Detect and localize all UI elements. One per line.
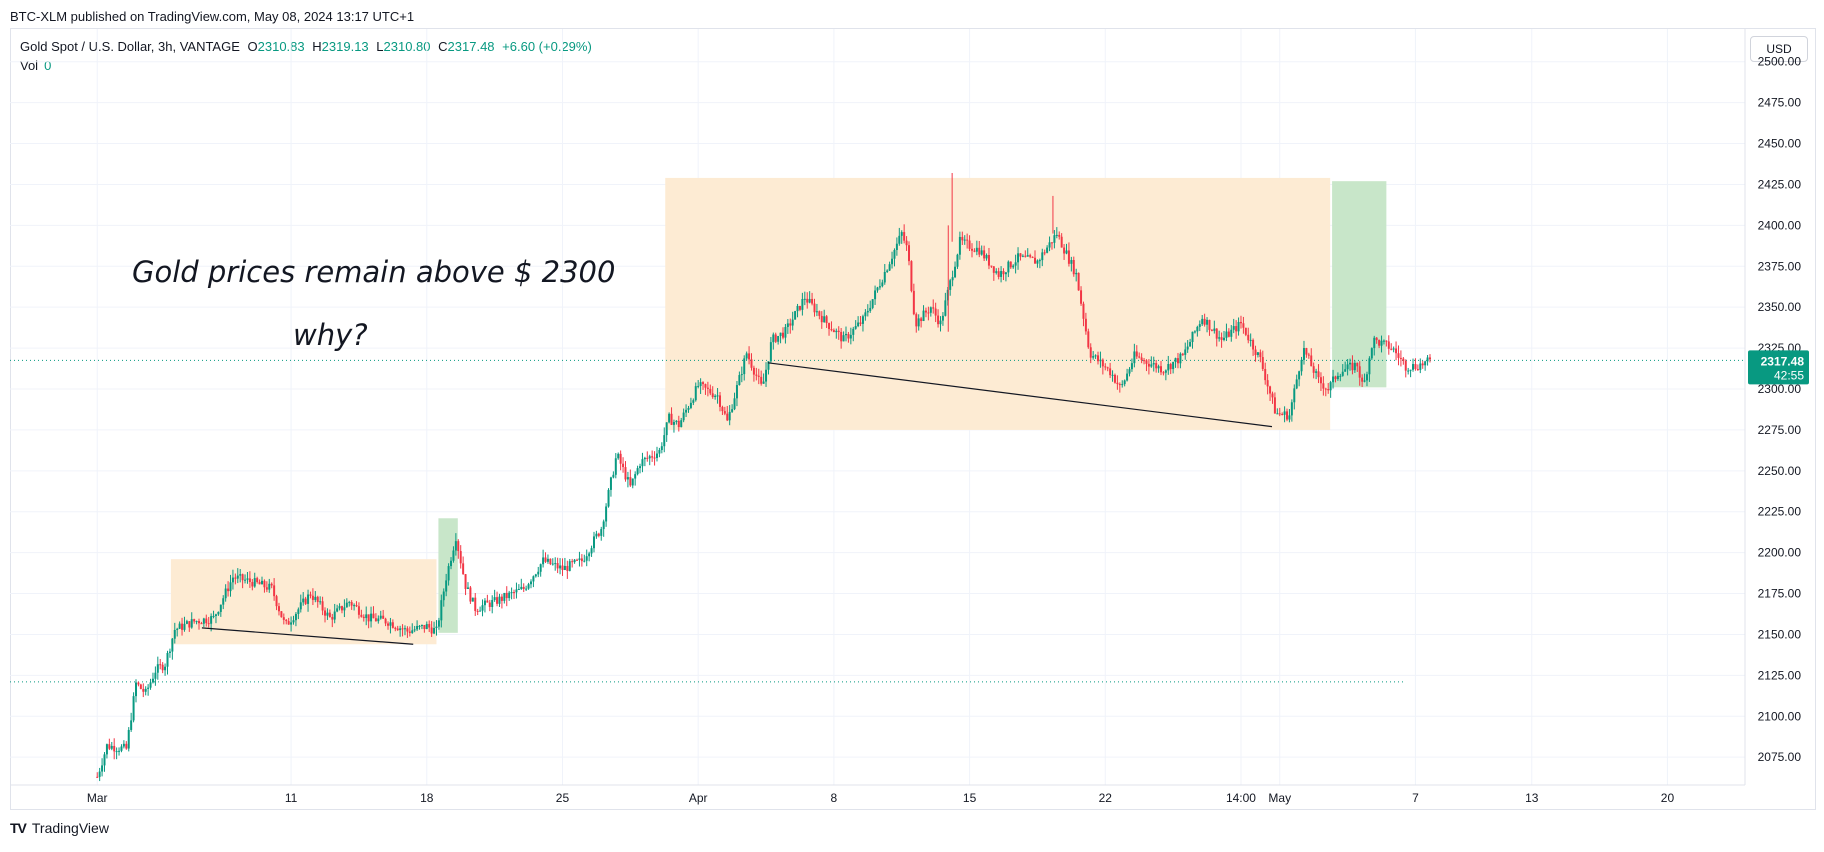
high-label: H	[312, 39, 322, 54]
volume-value: 0	[44, 58, 52, 73]
low-label: L	[376, 39, 384, 54]
volume-legend: Vol 0	[20, 58, 51, 73]
currency-button[interactable]: USD	[1750, 36, 1808, 62]
low-value: 2310.80	[383, 39, 431, 54]
close-label: C	[438, 39, 448, 54]
symbol-legend: Gold Spot / U.S. Dollar, 3h, VANTAGE O23…	[20, 39, 592, 54]
publish-info: BTC-XLM published on TradingView.com, Ma…	[10, 9, 415, 24]
chart-frame	[10, 28, 1816, 810]
tradingview-logo-icon: TV	[10, 820, 27, 836]
open-label: O	[247, 39, 258, 54]
symbol-name: Gold Spot / U.S. Dollar, 3h, VANTAGE	[20, 39, 240, 54]
close-value: 2317.48	[447, 39, 495, 54]
footer: TV TradingView	[10, 820, 109, 836]
change-value: +6.60 (+0.29%)	[502, 39, 592, 54]
high-value: 2319.13	[321, 39, 369, 54]
footer-brand: TradingView	[31, 820, 109, 836]
volume-label: Vol	[20, 58, 39, 73]
open-value: 2310.83	[257, 39, 305, 54]
